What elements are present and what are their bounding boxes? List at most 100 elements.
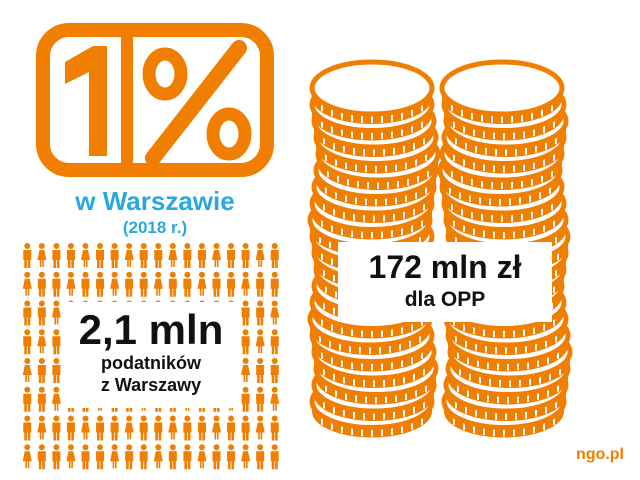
person-icon [139, 243, 148, 268]
person-icon [66, 271, 76, 296]
taxpayers-number: 2,1 mln [78, 306, 224, 353]
person-icon [227, 243, 236, 268]
person-icon [110, 415, 119, 441]
person-icon [22, 444, 32, 469]
person-icon [23, 386, 32, 412]
person-icon [227, 271, 236, 297]
person-icon [66, 243, 75, 268]
person-icon [168, 243, 178, 267]
person-icon [256, 271, 265, 297]
person-icon [227, 415, 236, 441]
person-icon [197, 415, 206, 441]
person-icon [37, 300, 46, 326]
person-icon [125, 444, 134, 470]
person-icon [255, 415, 265, 440]
person-icon [37, 329, 47, 354]
person-icon [183, 415, 192, 441]
person-icon [23, 329, 32, 355]
person-icon [22, 358, 32, 382]
person-icon [197, 243, 206, 268]
person-icon [66, 415, 75, 441]
logo-percent-sign [142, 40, 252, 166]
person-icon [154, 415, 163, 441]
coin-icon [439, 59, 565, 124]
person-icon [270, 300, 280, 325]
opp-box: 172 mln zł dla OPP [338, 242, 552, 322]
person-icon [81, 243, 90, 267]
person-icon [66, 444, 76, 469]
person-icon [153, 444, 163, 469]
person-icon [241, 415, 250, 441]
person-icon [139, 444, 148, 470]
person-icon [52, 329, 61, 355]
person-icon [52, 444, 61, 470]
person-icon [183, 243, 192, 268]
person-icon [256, 358, 265, 383]
logo-text: 1% [155, 171, 157, 173]
person-icon [270, 243, 279, 268]
taxpayers-label: podatników [101, 353, 201, 373]
person-icon [110, 243, 119, 268]
person-icon [270, 329, 279, 355]
person-icon [241, 444, 251, 469]
person-icon [212, 444, 221, 470]
person-icon [270, 358, 279, 383]
person-icon [270, 444, 279, 470]
person-icon [154, 243, 163, 268]
person-icon [168, 415, 178, 440]
person-icon [81, 444, 90, 470]
person-icon [256, 300, 265, 326]
person-icon [256, 444, 265, 470]
one-percent-logo: 1% [36, 23, 274, 177]
person-icon [241, 300, 250, 326]
logo-frame [36, 23, 274, 177]
person-icon [139, 415, 148, 441]
person-icon [52, 358, 61, 383]
page-title: w Warszawie [75, 186, 235, 216]
person-icon [212, 271, 221, 297]
person-icon [212, 243, 221, 267]
person-icon [51, 386, 61, 411]
person-icon [139, 271, 148, 297]
person-icon [241, 329, 250, 355]
taxpayers-origin: z Warszawy [100, 375, 202, 395]
person-icon [168, 271, 177, 297]
person-icon [23, 300, 32, 326]
person-icon [270, 271, 279, 297]
person-icon [241, 271, 251, 296]
person-icon [227, 444, 236, 470]
person-icon [37, 271, 46, 297]
person-icon [51, 300, 61, 325]
person-icon [52, 243, 61, 268]
person-icon [23, 243, 32, 268]
person-icon [241, 358, 251, 382]
person-icon [168, 444, 177, 470]
person-icon [37, 444, 46, 470]
coin-icon [309, 59, 435, 124]
person-icon [81, 415, 90, 440]
person-icon [96, 271, 105, 297]
person-icon [37, 243, 47, 267]
year-label: (2018 r.) [122, 218, 188, 237]
person-icon [37, 386, 46, 412]
person-icon [255, 243, 265, 267]
opp-amount: 172 mln zł [368, 249, 522, 285]
person-icon [241, 243, 250, 268]
person-icon [52, 271, 61, 297]
taxpayers-box: 2,1 mln podatników z Warszawy [62, 302, 240, 408]
person-icon [110, 271, 120, 296]
person-icon [96, 444, 105, 470]
logo-digit-one [65, 46, 107, 156]
person-icon [124, 415, 134, 440]
person-icon [125, 271, 134, 297]
person-icon [183, 271, 192, 297]
person-icon [183, 444, 192, 470]
person-icon [241, 386, 250, 412]
person-icon [212, 415, 221, 440]
brand-logo: ngo.pl [576, 446, 624, 463]
opp-label: dla OPP [404, 288, 486, 311]
person-icon [96, 415, 105, 441]
person-icon [197, 271, 207, 296]
person-icon [110, 444, 120, 469]
person-icon [23, 415, 32, 441]
